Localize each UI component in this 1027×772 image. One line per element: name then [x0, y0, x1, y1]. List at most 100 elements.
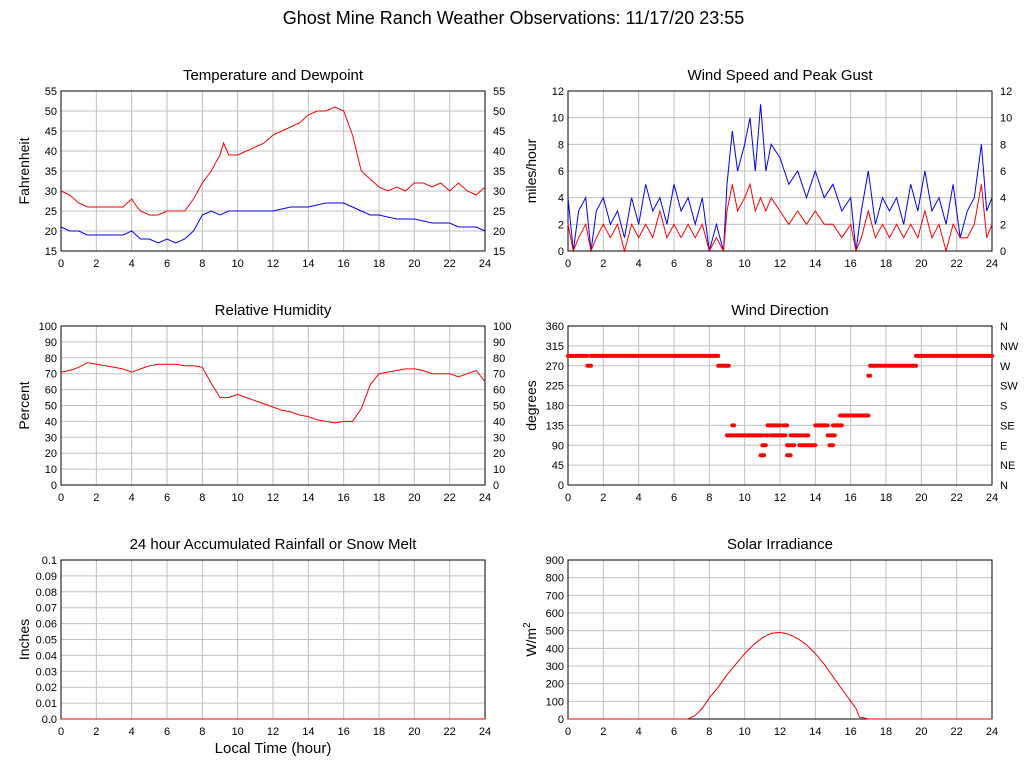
- right-y-tick-label: SE: [1000, 420, 1015, 432]
- temp-series-line: [60, 202, 486, 244]
- y-tick-label: 135: [546, 420, 564, 432]
- chart-title: 24 hour Accumulated Rainfall or Snow Mel…: [130, 536, 418, 553]
- y-tick-label: 12: [552, 86, 564, 98]
- y-tick-label: 500: [546, 626, 564, 638]
- right-y-tick-label: 30: [493, 432, 505, 444]
- x-tick-label: 18: [373, 258, 385, 270]
- right-y-tick-label: 12: [1000, 86, 1012, 98]
- x-tick-label: 14: [809, 492, 821, 504]
- x-tick-label: 10: [739, 258, 751, 270]
- right-y-tick-label: 10: [493, 464, 505, 476]
- x-tick-label: 14: [302, 492, 314, 504]
- y-tick-label: 200: [546, 679, 564, 691]
- right-y-tick-label: 10: [1000, 113, 1012, 125]
- x-tick-label: 20: [915, 726, 927, 738]
- y-tick-label: 900: [546, 555, 564, 567]
- y-axis-label-sup: 2: [522, 622, 533, 628]
- y-tick-label: 0.02: [36, 682, 57, 694]
- x-tick-label: 6: [164, 492, 170, 504]
- x-tick-label: 24: [479, 726, 491, 738]
- x-tick-label: 2: [93, 492, 99, 504]
- rain-chart: 24 hour Accumulated Rainfall or Snow Mel…: [16, 536, 491, 757]
- temp-series-line: [60, 106, 486, 216]
- right-y-tick-label: 90: [493, 337, 505, 349]
- x-tick-label: 10: [232, 726, 244, 738]
- y-tick-label: 40: [45, 146, 57, 158]
- x-tick-label: 22: [444, 492, 456, 504]
- x-tick-label: 16: [338, 258, 350, 270]
- y-axis-label: W/m2: [522, 622, 539, 657]
- right-y-tick-label: 4: [1000, 193, 1006, 205]
- right-y-tick-label: W: [1000, 361, 1011, 373]
- x-tick-label: 14: [809, 258, 821, 270]
- y-tick-label: 4: [558, 193, 564, 205]
- x-tick-label: 2: [600, 258, 606, 270]
- plot-frame: [567, 90, 993, 252]
- x-tick-label: 20: [915, 258, 927, 270]
- x-tick-label: 16: [845, 258, 857, 270]
- y-tick-label: 90: [552, 440, 564, 452]
- chart-title: Wind Direction: [731, 302, 829, 319]
- y-tick-label: 6: [558, 166, 564, 178]
- x-tick-label: 20: [915, 492, 927, 504]
- y-tick-label: 0.03: [36, 666, 57, 678]
- right-y-tick-label: 80: [493, 353, 505, 365]
- x-tick-label: 12: [267, 726, 279, 738]
- right-y-tick-label: 40: [493, 146, 505, 158]
- x-tick-label: 22: [951, 492, 963, 504]
- y-tick-label: 60: [45, 385, 57, 397]
- right-y-tick-label: 15: [493, 246, 505, 258]
- x-tick-label: 14: [809, 726, 821, 738]
- y-tick-label: 50: [45, 106, 57, 118]
- x-tick-label: 8: [199, 258, 205, 270]
- x-tick-label: 20: [408, 258, 420, 270]
- wind-series-line: [567, 104, 993, 252]
- right-y-tick-label: 60: [493, 385, 505, 397]
- x-tick-label: 6: [164, 726, 170, 738]
- right-y-tick-label: 20: [493, 226, 505, 238]
- x-axis-label: Local Time (hour): [215, 740, 332, 757]
- chart-title: Solar Irradiance: [727, 536, 833, 553]
- x-tick-label: 22: [951, 258, 963, 270]
- right-y-tick-label: S: [1000, 401, 1007, 413]
- right-y-tick-label: 30: [493, 186, 505, 198]
- right-y-tick-label: E: [1000, 440, 1007, 452]
- y-tick-label: 0.08: [36, 587, 57, 599]
- x-tick-label: 24: [479, 258, 491, 270]
- y-tick-label: 40: [45, 416, 57, 428]
- y-tick-label: 600: [546, 608, 564, 620]
- x-tick-label: 12: [267, 492, 279, 504]
- y-tick-label: 0.1: [42, 555, 57, 567]
- y-tick-label: 800: [546, 573, 564, 585]
- x-tick-label: 10: [739, 726, 751, 738]
- right-y-tick-label: 2: [1000, 219, 1006, 231]
- right-y-tick-label: 55: [493, 86, 505, 98]
- x-tick-label: 16: [845, 492, 857, 504]
- y-tick-label: 0.07: [36, 603, 57, 615]
- x-tick-label: 2: [600, 492, 606, 504]
- x-tick-label: 6: [671, 726, 677, 738]
- x-tick-label: 16: [845, 726, 857, 738]
- y-tick-label: 35: [45, 166, 57, 178]
- right-y-tick-label: 0: [493, 480, 499, 492]
- right-y-tick-label: 35: [493, 166, 505, 178]
- y-tick-label: 25: [45, 206, 57, 218]
- x-tick-label: 12: [774, 258, 786, 270]
- right-y-tick-label: 45: [493, 126, 505, 138]
- x-tick-label: 24: [986, 726, 998, 738]
- x-tick-label: 8: [706, 726, 712, 738]
- right-y-tick-label: 100: [493, 321, 511, 333]
- x-tick-label: 22: [444, 726, 456, 738]
- right-y-tick-label: SW: [1000, 381, 1018, 393]
- right-y-tick-label: 20: [493, 448, 505, 460]
- y-tick-label: 0.05: [36, 635, 57, 647]
- x-tick-label: 18: [880, 492, 892, 504]
- x-tick-label: 8: [199, 492, 205, 504]
- x-tick-label: 24: [986, 258, 998, 270]
- chart-title: Relative Humidity: [215, 302, 332, 319]
- x-tick-label: 0: [58, 492, 64, 504]
- rh-series-line: [60, 362, 486, 424]
- x-tick-label: 8: [706, 492, 712, 504]
